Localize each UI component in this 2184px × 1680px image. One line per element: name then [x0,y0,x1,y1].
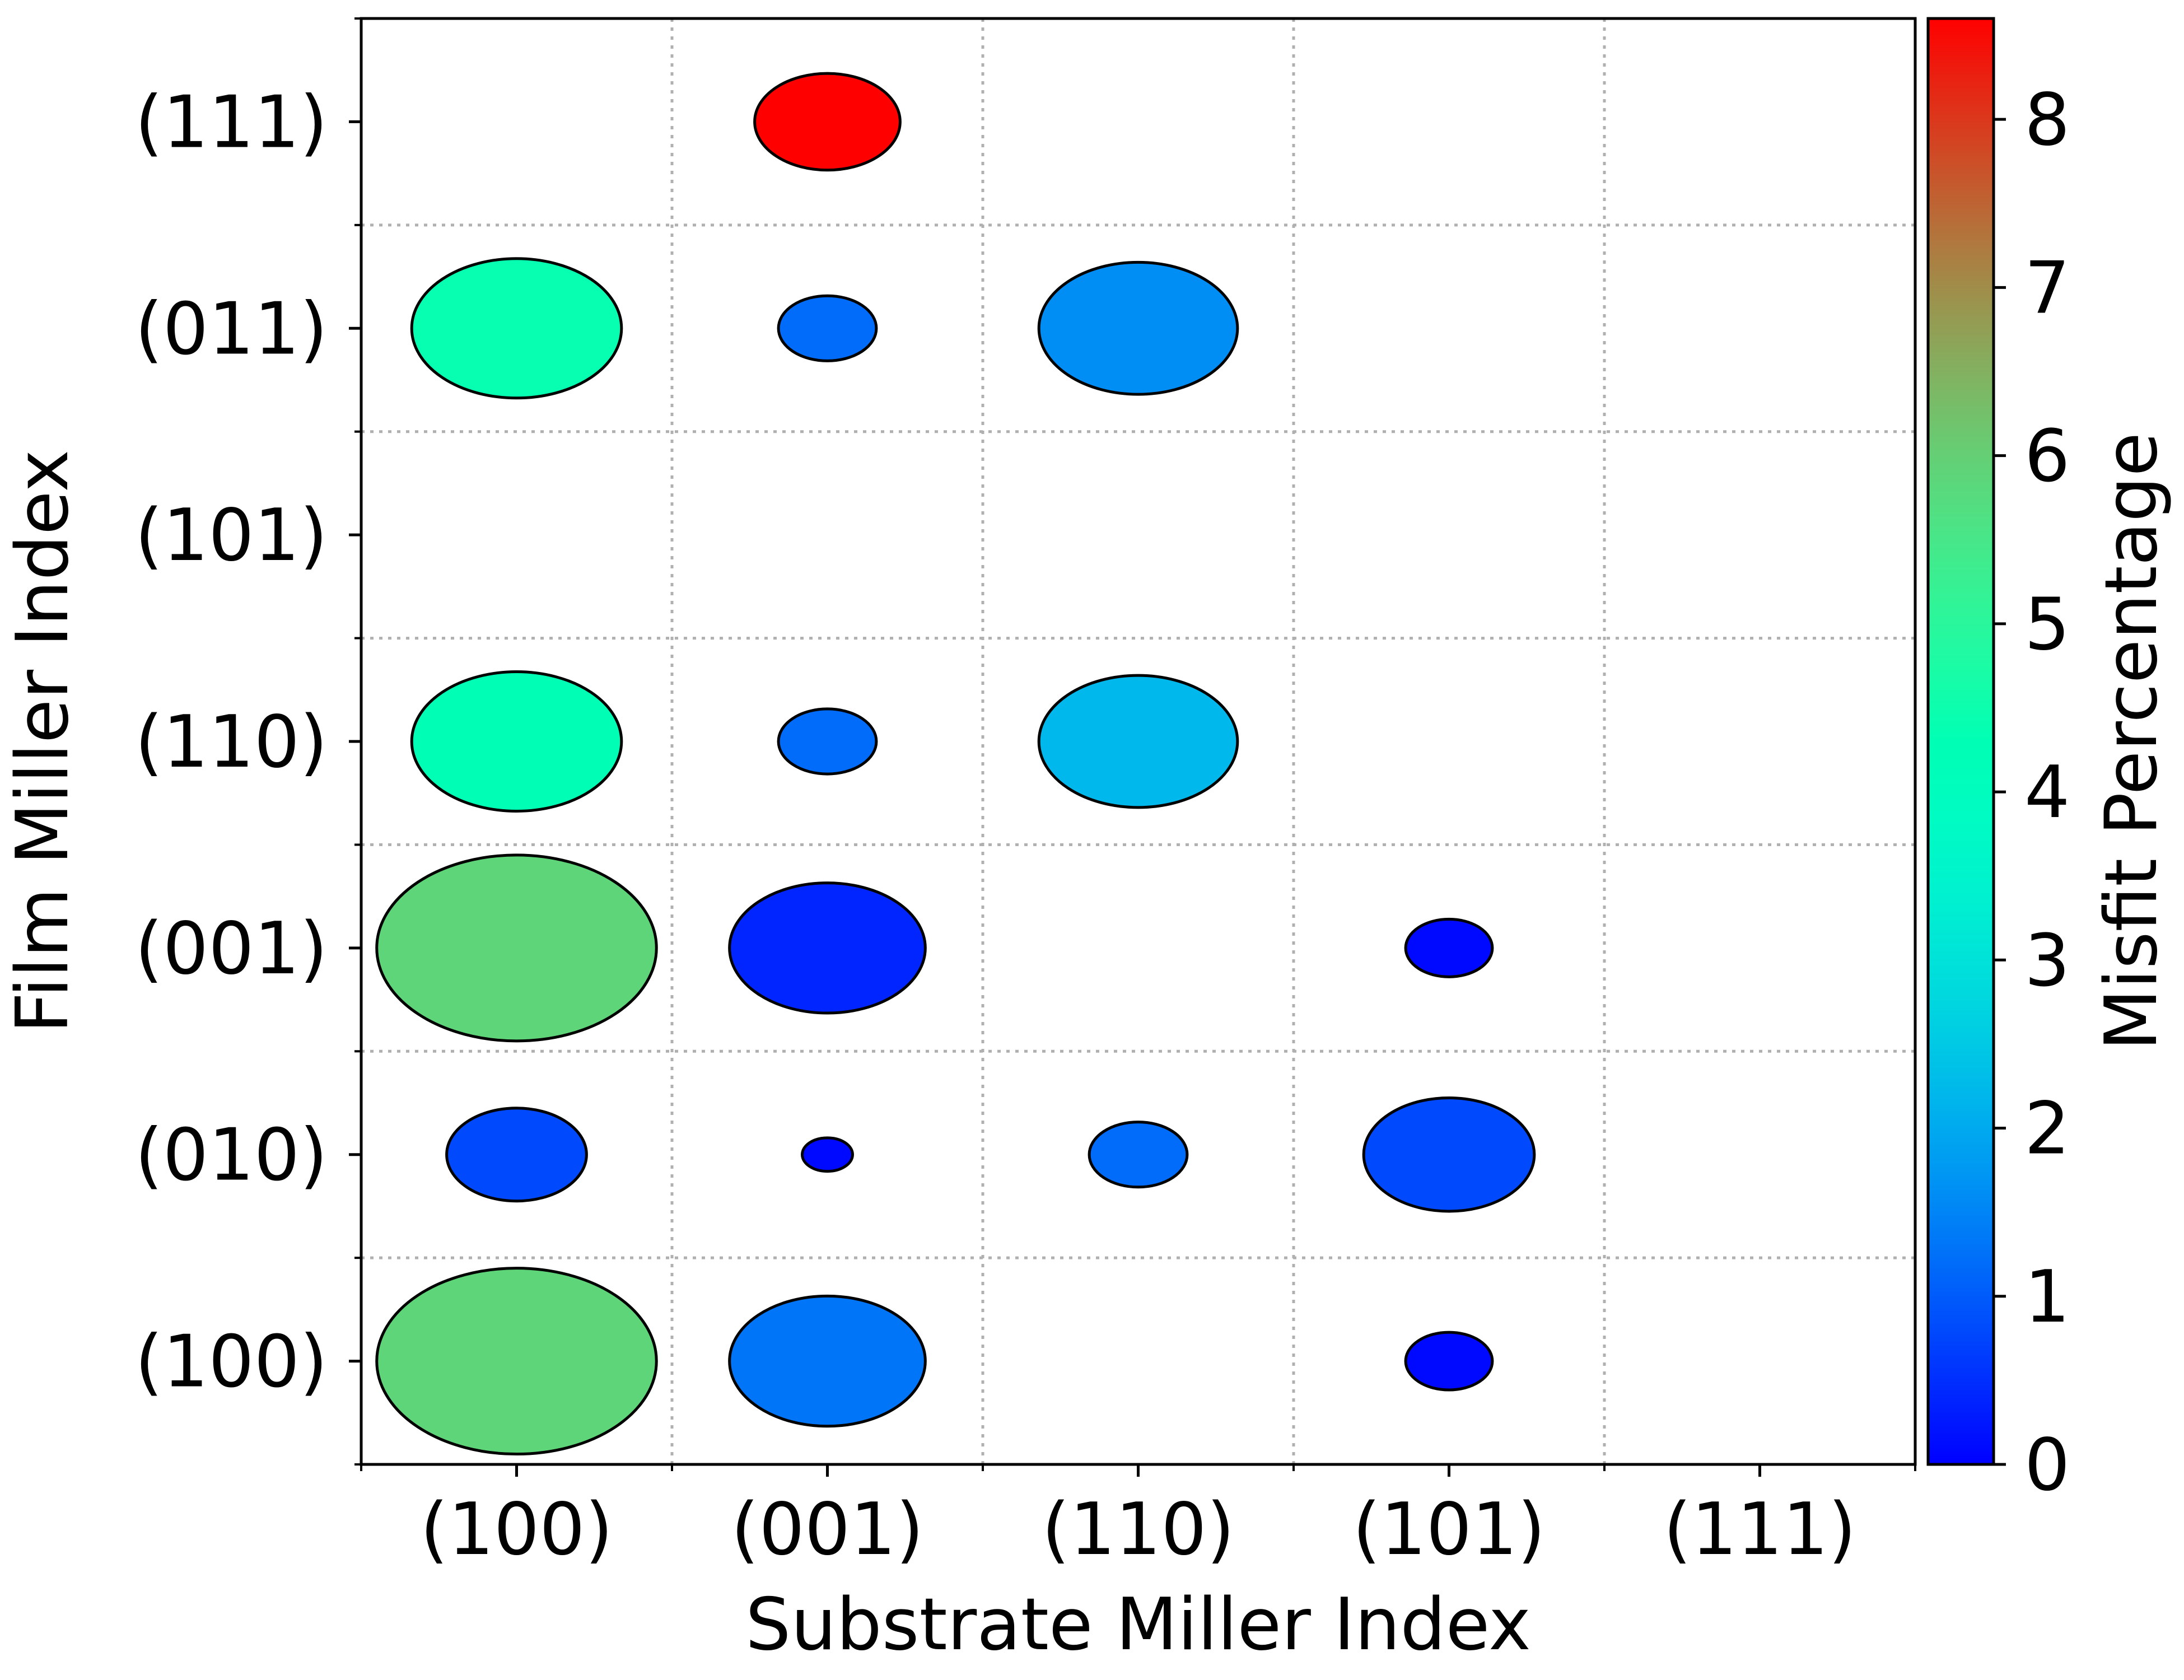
bubble-point [777,294,878,362]
colorbar-tick-label: 6 [2024,415,2070,498]
bubble-points [375,72,1536,1456]
y-tick-label: (110) [135,701,328,784]
y-tick-label: (111) [135,81,328,164]
bubble-point [410,670,623,813]
colorbar-gradient [1926,17,1995,1466]
x-tick-label: (001) [731,1488,923,1571]
bubble-point [1037,674,1239,809]
x-tick-label: (111) [1663,1488,1856,1571]
y-tick-label: (010) [135,1114,328,1197]
colorbar: 0 1 2 3 4 5 6 7 8 Misfit Percentage [1926,17,2173,1507]
colorbar-ticks: 0 1 2 3 4 5 6 7 8 [1994,78,2070,1507]
y-axis-ticks: (100) (010) (001) (110) (101) (011) (111) [135,17,361,1466]
colorbar-tick-label: 8 [2024,78,2070,162]
bubble-point [445,1107,588,1203]
bubble-point [375,853,658,1043]
colorbar-tick-label: 3 [2024,919,2070,1002]
y-tick-label: (100) [135,1320,328,1404]
bubble-point [728,1294,927,1428]
colorbar-tick-label: 5 [2024,583,2070,666]
y-axis-label: Film Miller Index [1,450,85,1033]
colorbar-label: Misfit Percentage [2090,432,2173,1051]
bubble-point [1037,260,1239,396]
bubble-point [753,72,902,172]
bubble-point [375,1267,658,1456]
y-tick-label: (101) [135,494,328,577]
colorbar-tick-label: 1 [2024,1256,2070,1339]
y-tick-label: (011) [135,287,328,371]
colorbar-tick-label: 4 [2024,751,2070,834]
bubble-point [1088,1121,1189,1189]
bubble-point [777,707,878,776]
colorbar-tick-label: 7 [2024,246,2070,330]
bubble-point [1362,1096,1536,1213]
bubble-point [1404,1331,1494,1392]
colorbar-tick-label: 2 [2024,1088,2070,1171]
bubble-point [410,257,623,400]
x-axis-label: Substrate Miller Index [745,1583,1531,1667]
x-tick-label: (100) [420,1488,613,1571]
bubble-point [801,1136,854,1173]
y-tick-label: (001) [135,907,328,991]
colorbar-tick-label: 0 [2024,1424,2070,1507]
x-tick-label: (101) [1352,1488,1545,1571]
x-tick-label: (110) [1042,1488,1234,1571]
bubble-point [728,881,927,1015]
x-axis-ticks: (100) (001) (110) (101) (111) [360,1464,1916,1571]
bubble-point [1404,917,1494,978]
